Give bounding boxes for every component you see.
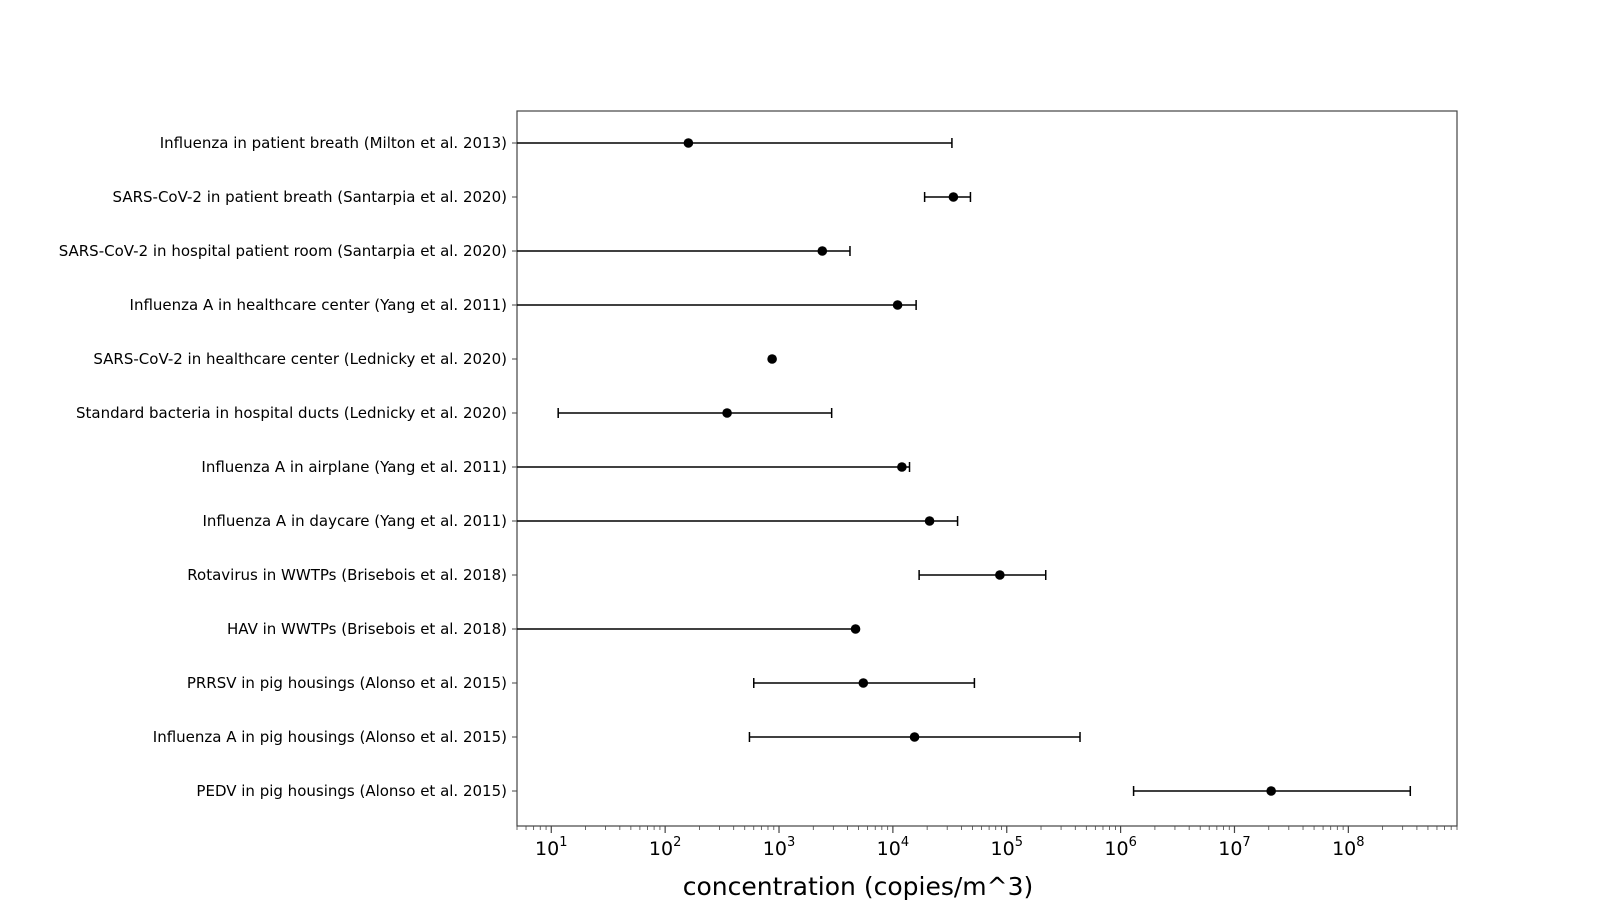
data-point <box>1266 786 1276 796</box>
x-tick-label: 107 <box>1218 835 1250 860</box>
data-point <box>683 138 694 148</box>
points-layer <box>683 138 1276 796</box>
row-label: HAV in WWTPs (Brisebois et al. 2018) <box>227 620 507 638</box>
row-label: PRRSV in pig housings (Alonso et al. 201… <box>187 674 507 692</box>
data-point <box>722 408 732 418</box>
row-label: SARS-CoV-2 in hospital patient room (San… <box>59 242 507 260</box>
x-ticks-layer: 101 102 103 104 105 106 107 108 <box>516 826 1458 860</box>
row-labels-layer: Influenza in patient breath (Milton et a… <box>59 134 517 800</box>
data-point <box>897 462 907 472</box>
row-label: Influenza in patient breath (Milton et a… <box>160 134 507 152</box>
row-label: Influenza A in daycare (Yang et al. 2011… <box>202 512 507 530</box>
row-label: Influenza A in pig housings (Alonso et a… <box>153 728 507 746</box>
x-tick-label: 108 <box>1332 835 1364 860</box>
x-tick-label: 106 <box>1104 835 1136 860</box>
row-label: Influenza A in airplane (Yang et al. 201… <box>201 458 507 476</box>
data-point <box>892 300 903 310</box>
row-label: Rotavirus in WWTPs (Brisebois et al. 201… <box>187 566 507 584</box>
x-tick-label: 104 <box>877 835 909 860</box>
x-tick-label: 105 <box>991 835 1023 860</box>
data-point <box>995 570 1005 580</box>
row-label: Standard bacteria in hospital ducts (Led… <box>76 404 507 422</box>
x-axis-title: concentration (copies/m^3) <box>683 872 1034 901</box>
data-point <box>909 732 920 742</box>
data-point <box>767 354 777 364</box>
row-label: Influenza A in healthcare center (Yang e… <box>130 296 507 314</box>
data-point <box>817 246 828 256</box>
row-label: SARS-CoV-2 in healthcare center (Lednick… <box>93 350 507 368</box>
row-label: PEDV in pig housings (Alonso et al. 2015… <box>196 782 507 800</box>
data-point <box>850 624 861 634</box>
data-point <box>924 516 935 526</box>
x-tick-label: 101 <box>535 835 567 860</box>
x-tick-label: 102 <box>649 835 681 860</box>
data-point <box>858 678 869 688</box>
plot-frame <box>516 110 1458 827</box>
row-label: SARS-CoV-2 in patient breath (Santarpia … <box>113 188 507 206</box>
x-tick-label: 103 <box>763 835 795 860</box>
error-bars-layer <box>517 138 1412 796</box>
data-point <box>948 192 959 202</box>
